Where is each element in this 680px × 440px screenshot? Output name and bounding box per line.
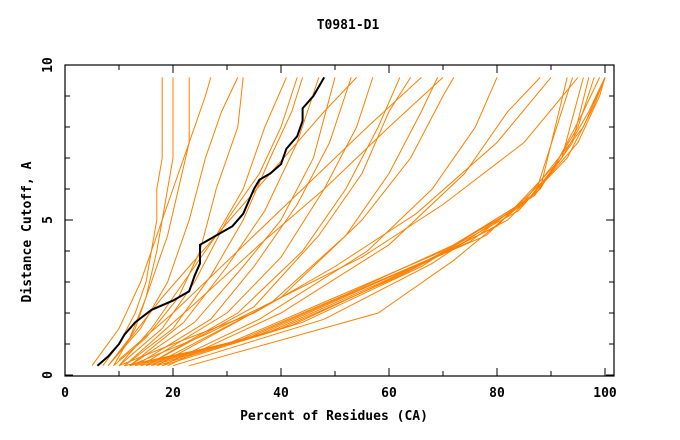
axes-group: 0 20 40 60 80 100 0 5 10 — [41, 57, 617, 401]
x-tick-label: 100 — [593, 386, 617, 401]
model-line-9 — [129, 77, 320, 367]
model-line-29 — [118, 77, 552, 367]
y-tick-label: 10 — [41, 57, 56, 73]
model-line-18 — [167, 77, 541, 367]
x-axis-label: Percent of Residues (CA) — [240, 409, 428, 424]
model-line-24 — [151, 77, 606, 367]
model-line-21 — [135, 77, 595, 367]
model-line-4 — [107, 77, 239, 367]
x-tick-label: 60 — [381, 386, 397, 401]
x-tick-label: 40 — [273, 386, 289, 401]
model-line-34 — [91, 77, 212, 366]
model-line-10 — [129, 77, 336, 367]
model-line-30 — [189, 77, 568, 367]
model-line-23 — [145, 77, 606, 367]
y-tick-label: 5 — [41, 216, 56, 224]
y-tick-label: 0 — [41, 371, 56, 379]
highlight-model-line — [96, 76, 326, 367]
model-line-13 — [145, 77, 401, 367]
model-line-11 — [134, 77, 352, 367]
model-line-8 — [124, 77, 304, 367]
model-line-33 — [124, 77, 444, 367]
model-line-7 — [118, 77, 298, 367]
model-line-12 — [140, 77, 374, 367]
model-line-27 — [172, 77, 574, 367]
model-line-20 — [129, 77, 590, 367]
model-line-14 — [145, 77, 412, 367]
x-tick-label: 20 — [165, 386, 181, 401]
model-line-2 — [107, 77, 174, 367]
y-axis-label: Distance Cutoff, A — [20, 161, 35, 302]
model-line-31 — [118, 77, 422, 360]
model-line-1 — [102, 77, 163, 366]
model-line-28 — [129, 77, 579, 367]
chart-title: T0981-D1 — [317, 18, 380, 33]
model-line-16 — [156, 77, 455, 367]
model-line-22 — [140, 77, 601, 367]
x-tick-label: 0 — [61, 386, 69, 401]
model-line-26 — [162, 77, 606, 367]
x-tick-label: 80 — [489, 386, 505, 401]
series-group — [91, 76, 606, 367]
model-line-17 — [161, 77, 498, 367]
